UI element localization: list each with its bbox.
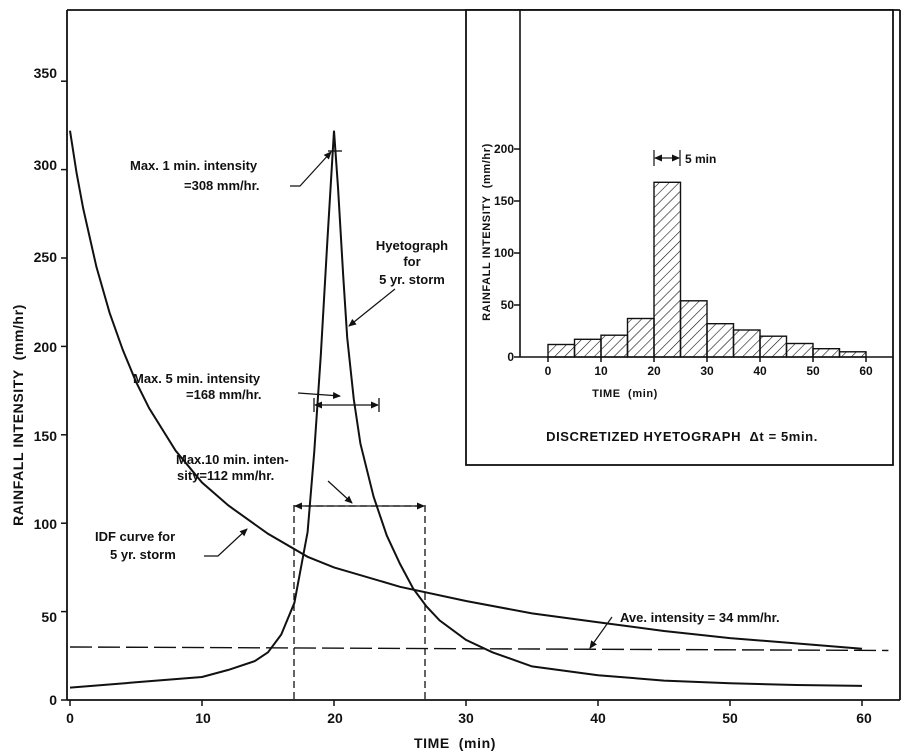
main-x-tick-label: 30 xyxy=(458,710,474,726)
five-minute-annotation-line1: Max. 5 min. intensity xyxy=(133,371,261,386)
idf-curve-line xyxy=(69,130,863,650)
main-tick-marks xyxy=(61,80,863,706)
main-y-tick-label: 250 xyxy=(34,249,58,265)
average-annotation: Ave. intensity = 34 mm/hr. xyxy=(620,610,780,625)
inset-y-tick-label: 100 xyxy=(494,246,514,260)
inset-bar-width-marker xyxy=(653,150,681,166)
main-y-tick-label: 150 xyxy=(34,428,58,444)
one-minute-leader xyxy=(290,151,332,187)
inset-y-tick-label: 0 xyxy=(507,350,514,364)
main-x-tick-labels: 0 10 20 30 40 50 60 xyxy=(66,710,872,726)
hyetograph-annotation-line2: for xyxy=(403,254,420,269)
inset-bar xyxy=(573,338,602,358)
inset-bar xyxy=(626,317,655,358)
main-y-tick-label: 300 xyxy=(34,157,58,173)
idf-annotation-line1: IDF curve for xyxy=(95,529,175,544)
inset-x-tick-labels: 0 10 20 30 40 50 60 xyxy=(545,364,873,378)
ten-minute-annotation-line1: Max.10 min. inten- xyxy=(176,452,289,467)
main-y-tick-label: 0 xyxy=(49,692,57,708)
inset-x-tick-label: 60 xyxy=(859,364,873,378)
hyetograph-annotation-line3: 5 yr. storm xyxy=(379,272,445,287)
main-y-tick-label: 350 xyxy=(34,65,58,81)
inset-x-tick-label: 0 xyxy=(545,364,552,378)
one-minute-annotation-line2: =308 mm/hr. xyxy=(184,178,260,193)
inset-bar xyxy=(679,300,708,358)
hyetograph-curve-line xyxy=(69,130,863,689)
inset-bar xyxy=(706,323,735,358)
inset-bar xyxy=(812,348,841,358)
idf-annotation-line2: 5 yr. storm xyxy=(110,547,176,562)
ten-minute-window xyxy=(293,505,426,700)
hyetograph-annotation-line1: Hyetograph xyxy=(376,238,448,253)
ten-minute-annotation-line2: sity=112 mm/hr. xyxy=(177,468,274,483)
main-x-tick-label: 20 xyxy=(327,710,343,726)
inset-x-tick-label: 10 xyxy=(594,364,608,378)
inset-x-tick-label: 20 xyxy=(647,364,661,378)
inset-x-axis-label: TIME (min) xyxy=(592,388,658,400)
average-leader xyxy=(589,616,613,649)
main-x-tick-label: 60 xyxy=(856,710,872,726)
inset-bar xyxy=(600,334,629,358)
inset-x-tick-label: 50 xyxy=(806,364,820,378)
inset-bar xyxy=(759,335,788,358)
idf-leader xyxy=(204,528,248,557)
main-x-tick-label: 50 xyxy=(722,710,738,726)
main-x-tick-label: 40 xyxy=(590,710,606,726)
main-y-tick-label: 200 xyxy=(34,339,58,355)
inset-bar xyxy=(838,351,867,358)
main-x-tick-label: 0 xyxy=(66,710,74,726)
inset-bars xyxy=(547,181,867,358)
inset-bar xyxy=(653,181,682,358)
five-minute-annotation-line2: =168 mm/hr. xyxy=(186,387,262,402)
main-x-tick-label: 10 xyxy=(195,710,211,726)
inset-bar-width-label: 5 min xyxy=(685,152,716,166)
inset-y-tick-label: 50 xyxy=(501,298,515,312)
main-y-axis-label: RAINFALL INTENSITY (mm/hr) xyxy=(10,304,26,526)
inset-y-tick-labels: 0 50 100 150 200 xyxy=(494,142,514,364)
main-x-axis-label: TIME (min) xyxy=(414,735,496,751)
inset-y-tick-label: 200 xyxy=(494,142,514,156)
hyetograph-leader xyxy=(348,288,396,327)
main-y-tick-labels: 0 50 100 150 200 250 300 350 xyxy=(34,65,58,708)
inset-bar xyxy=(547,343,576,358)
inset-tick-marks xyxy=(514,148,867,362)
five-minute-leader xyxy=(297,392,341,399)
inset-x-tick-label: 30 xyxy=(700,364,714,378)
inset-title: DISCRETIZED HYETOGRAPH Δt = 5min. xyxy=(546,429,818,444)
inset-bar xyxy=(732,329,761,358)
main-y-tick-label: 50 xyxy=(41,609,57,625)
main-annotations: Max. 1 min. intensity =308 mm/hr. Hyetog… xyxy=(95,158,780,625)
main-y-tick-label: 100 xyxy=(34,516,58,532)
inset-y-tick-label: 150 xyxy=(494,194,514,208)
one-minute-annotation-line1: Max. 1 min. intensity xyxy=(130,158,258,173)
ten-minute-leader xyxy=(327,480,353,504)
average-intensity-line xyxy=(69,646,889,652)
inset-y-axis-label: RAINFALL INTENSITY (mm/hr) xyxy=(481,143,493,321)
inset-bar xyxy=(785,342,814,358)
inset-x-tick-label: 40 xyxy=(753,364,767,378)
